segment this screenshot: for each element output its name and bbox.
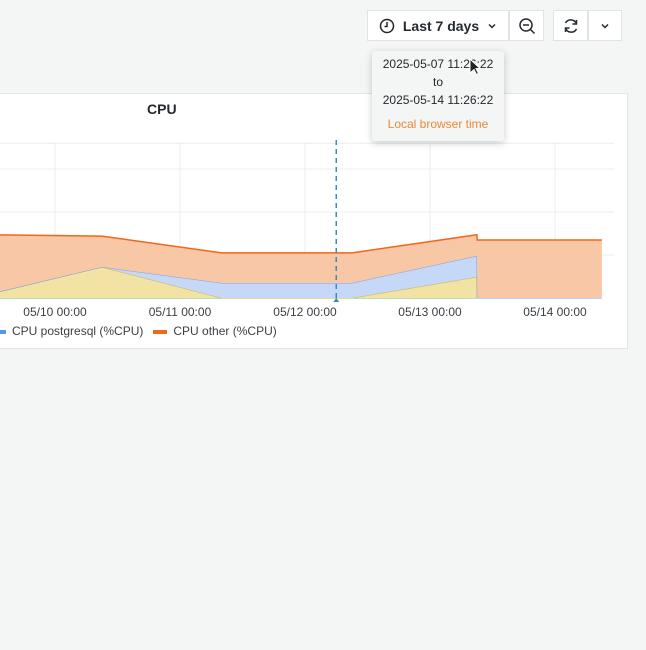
clock-icon xyxy=(379,18,395,33)
refresh-interval-dropdown[interactable] xyxy=(588,10,622,41)
legend: CPU postgresql (%CPU) CPU other (%CPU) xyxy=(0,324,277,338)
cursor-marker xyxy=(333,298,340,302)
cpu-panel xyxy=(0,93,628,349)
panel-title[interactable]: CPU xyxy=(147,101,177,117)
chevron-down-icon xyxy=(488,23,496,29)
x-tick-label: 05/11 00:00 xyxy=(149,305,212,319)
time-range-tooltip: 2025-05-07 11:26:22 to 2025-05-14 11:26:… xyxy=(372,51,504,141)
mouse-cursor-icon xyxy=(469,58,481,76)
time-range-label: Last 7 days xyxy=(402,17,480,34)
zoom-out-button[interactable] xyxy=(509,10,544,41)
legend-item-postgresql[interactable]: CPU postgresql (%CPU) xyxy=(0,324,143,338)
x-tick-label: 05/12 00:00 xyxy=(273,305,337,319)
chevron-down-icon xyxy=(601,23,609,29)
x-tick-label: 05/14 00:00 xyxy=(523,305,587,319)
area-series-1 xyxy=(0,267,602,298)
refresh-icon xyxy=(564,18,577,33)
x-tick-label: 05/10 00:00 xyxy=(23,305,87,319)
cpu-chart[interactable]: 05/10 00:00 05/11 00:00 05/12 00:00 05/13 0… xyxy=(0,0,646,350)
zoom-out-icon xyxy=(518,17,535,34)
legend-item-other[interactable]: CPU other (%CPU) xyxy=(153,324,277,338)
tooltip-timezone: Local browser time xyxy=(387,117,489,131)
line-series-3 xyxy=(0,233,602,254)
tooltip-from: 2025-05-07 11:26:22 xyxy=(382,57,494,71)
x-tick-label: 05/13 00:00 xyxy=(398,305,462,319)
time-range-picker[interactable]: Last 7 days xyxy=(367,10,509,41)
refresh-button[interactable] xyxy=(553,10,588,41)
area-series-3 xyxy=(0,234,602,298)
area-series-2 xyxy=(0,255,602,298)
tooltip-to: 2025-05-14 11:26:22 xyxy=(382,93,494,107)
tooltip-to-word: to xyxy=(432,75,443,89)
